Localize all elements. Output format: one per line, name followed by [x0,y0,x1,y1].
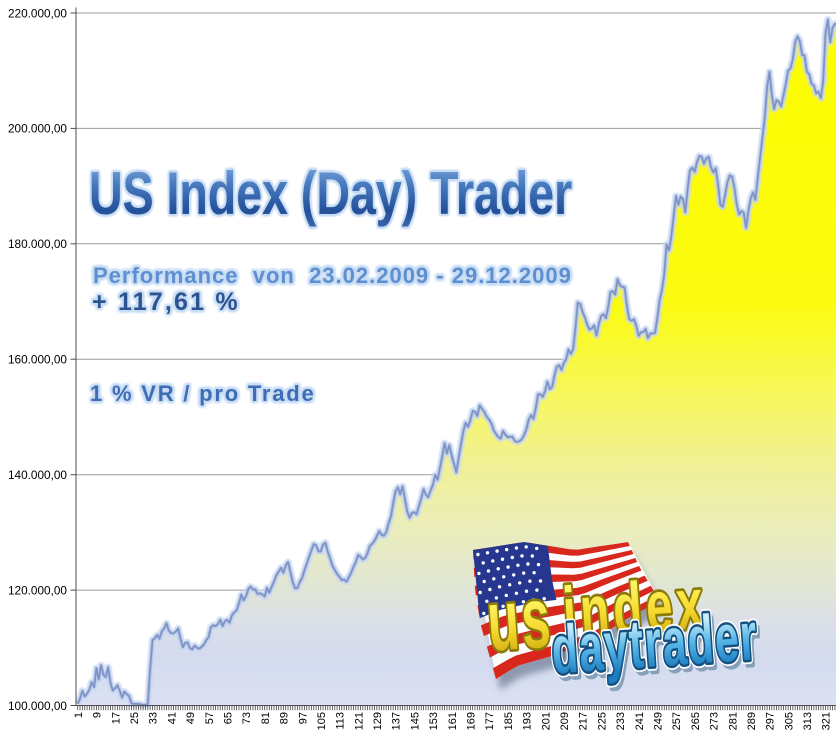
svg-text:129: 129 [372,712,384,730]
svg-text:273: 273 [709,712,721,730]
svg-text:daytrader: daytrader [552,604,763,694]
svg-text:daytrader: daytrader [549,599,760,689]
svg-text:daytrader: daytrader [549,599,760,689]
svg-text:297: 297 [765,712,777,730]
svg-text:161: 161 [447,712,459,730]
svg-text:160.000,00: 160.000,00 [8,353,67,367]
svg-text:97: 97 [297,712,309,724]
svg-text:100.000,00: 100.000,00 [8,699,67,713]
svg-text:us: us [484,570,556,670]
svg-text:220.000,00: 220.000,00 [8,6,67,20]
svg-text:25: 25 [129,712,141,724]
svg-text:33: 33 [148,712,160,724]
svg-text:305: 305 [783,712,795,730]
svg-text:217: 217 [578,712,590,730]
svg-text:180.000,00: 180.000,00 [8,237,67,251]
svg-text:200.000,00: 200.000,00 [8,122,67,136]
svg-text:313: 313 [802,712,814,730]
svg-text:145: 145 [409,712,421,730]
svg-text:us: us [484,570,556,670]
svg-text:1: 1 [73,712,85,718]
svg-text:index: index [560,563,709,653]
svg-text:89: 89 [279,712,291,724]
svg-text:137: 137 [391,712,403,730]
svg-text:120.000,00: 120.000,00 [8,583,67,597]
svg-text:41: 41 [166,712,178,724]
svg-text:281: 281 [727,712,739,730]
svg-text:81: 81 [260,712,272,724]
svg-text:201: 201 [540,712,552,730]
svg-text:185: 185 [503,712,515,730]
svg-text:113: 113 [335,712,347,730]
svg-text:177: 177 [484,712,496,730]
svg-text:233: 233 [615,712,627,730]
svg-text:17: 17 [110,712,122,724]
svg-text:140.000,00: 140.000,00 [8,468,67,482]
svg-text:241: 241 [634,712,646,730]
svg-text:169: 169 [466,712,478,730]
svg-text:289: 289 [746,712,758,730]
svg-text:121: 121 [353,712,365,730]
svg-text:65: 65 [223,712,235,724]
svg-text:193: 193 [522,712,534,730]
svg-text:257: 257 [671,712,683,730]
svg-text:49: 49 [185,712,197,724]
svg-text:321: 321 [821,712,833,730]
svg-text:209: 209 [559,712,571,730]
svg-text:153: 153 [428,712,440,730]
svg-text:index: index [560,563,709,653]
svg-text:225: 225 [596,712,608,730]
svg-text:249: 249 [653,712,665,730]
svg-text:57: 57 [204,712,216,724]
svg-text:73: 73 [241,712,253,724]
svg-text:265: 265 [690,712,702,730]
svg-text:9: 9 [92,712,104,718]
svg-text:daytrader: daytrader [549,599,760,689]
svg-text:105: 105 [316,712,328,730]
